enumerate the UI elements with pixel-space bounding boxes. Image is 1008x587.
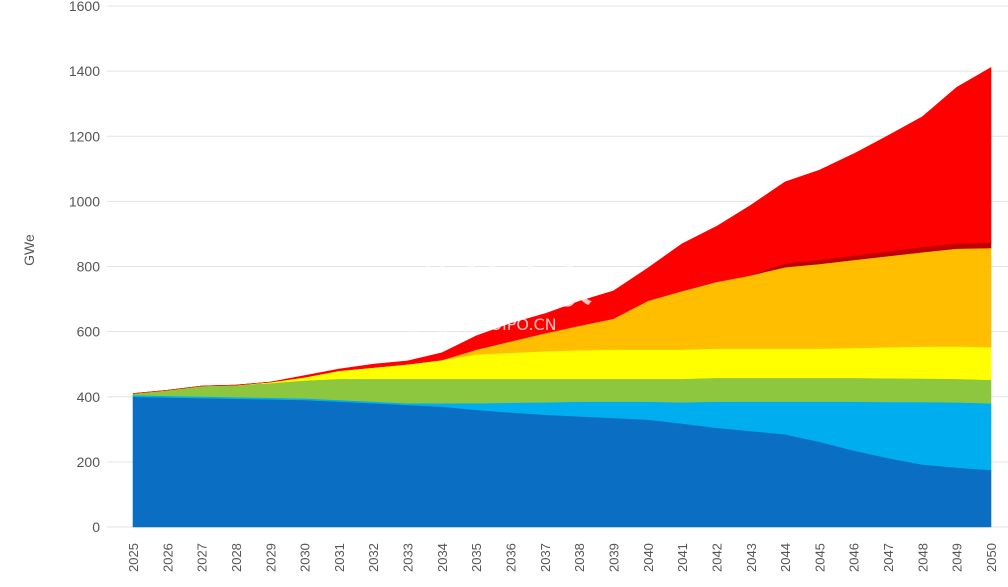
x-tick-label: 2047 bbox=[881, 543, 896, 572]
x-tick-label: 2036 bbox=[504, 543, 519, 572]
y-tick-label: 800 bbox=[77, 259, 101, 275]
x-tick-label: 2033 bbox=[401, 543, 416, 572]
x-tick-label: 2045 bbox=[812, 543, 827, 572]
x-tick-label: 2043 bbox=[744, 543, 759, 572]
x-tick-label: 2028 bbox=[229, 543, 244, 572]
x-tick-label: 2031 bbox=[332, 543, 347, 572]
x-tick-label: 2046 bbox=[847, 543, 862, 572]
x-tick-label: 2035 bbox=[469, 543, 484, 572]
x-tick-label: 2038 bbox=[572, 543, 587, 572]
y-tick-label: 1400 bbox=[69, 63, 100, 79]
x-tick-label: 2025 bbox=[126, 543, 141, 572]
y-tick-label: 400 bbox=[77, 389, 101, 405]
y-tick-label: 1600 bbox=[69, 0, 100, 14]
area-series bbox=[132, 67, 992, 528]
x-tick-label: 2042 bbox=[709, 543, 724, 572]
x-tick-label: 2044 bbox=[778, 543, 793, 572]
x-tick-label: 2050 bbox=[984, 543, 999, 572]
x-tick-label: 2048 bbox=[915, 543, 930, 572]
x-tick-label: 2049 bbox=[950, 543, 965, 572]
x-tick-label: 2027 bbox=[195, 543, 210, 572]
y-axis-label: GWe bbox=[21, 234, 37, 266]
y-axis-ticks: 0 200 400 600 800 1000 1200 1400 1600 bbox=[69, 0, 100, 535]
x-axis-ticks: 2025 2026 2027 2028 2029 2030 2031 2032 2033 2034… bbox=[126, 543, 999, 572]
watermark: 并购家 行业报告 IPOIPO.CN bbox=[396, 262, 592, 334]
x-tick-label: 2032 bbox=[366, 543, 381, 572]
x-tick-label: 2040 bbox=[641, 543, 656, 572]
watermark-subtitle: 行业报告 IPOIPO.CN bbox=[406, 315, 557, 334]
x-tick-label: 2030 bbox=[298, 543, 313, 572]
x-tick-label: 2026 bbox=[160, 543, 175, 572]
watermark-logo-icon bbox=[396, 262, 458, 307]
area-series-7 bbox=[132, 67, 992, 394]
x-tick-label: 2039 bbox=[606, 543, 621, 572]
y-tick-label: 0 bbox=[92, 519, 100, 535]
y-tick-label: 600 bbox=[77, 324, 101, 340]
y-tick-label: 200 bbox=[77, 454, 101, 470]
x-tick-label: 2037 bbox=[538, 543, 553, 572]
watermark-title: 并购家 bbox=[460, 262, 592, 313]
x-tick-label: 2034 bbox=[435, 543, 450, 572]
y-tick-label: 1000 bbox=[69, 193, 100, 209]
x-tick-label: 2041 bbox=[675, 543, 690, 572]
x-tick-label: 2029 bbox=[263, 543, 278, 572]
y-tick-label: 1200 bbox=[69, 128, 100, 144]
